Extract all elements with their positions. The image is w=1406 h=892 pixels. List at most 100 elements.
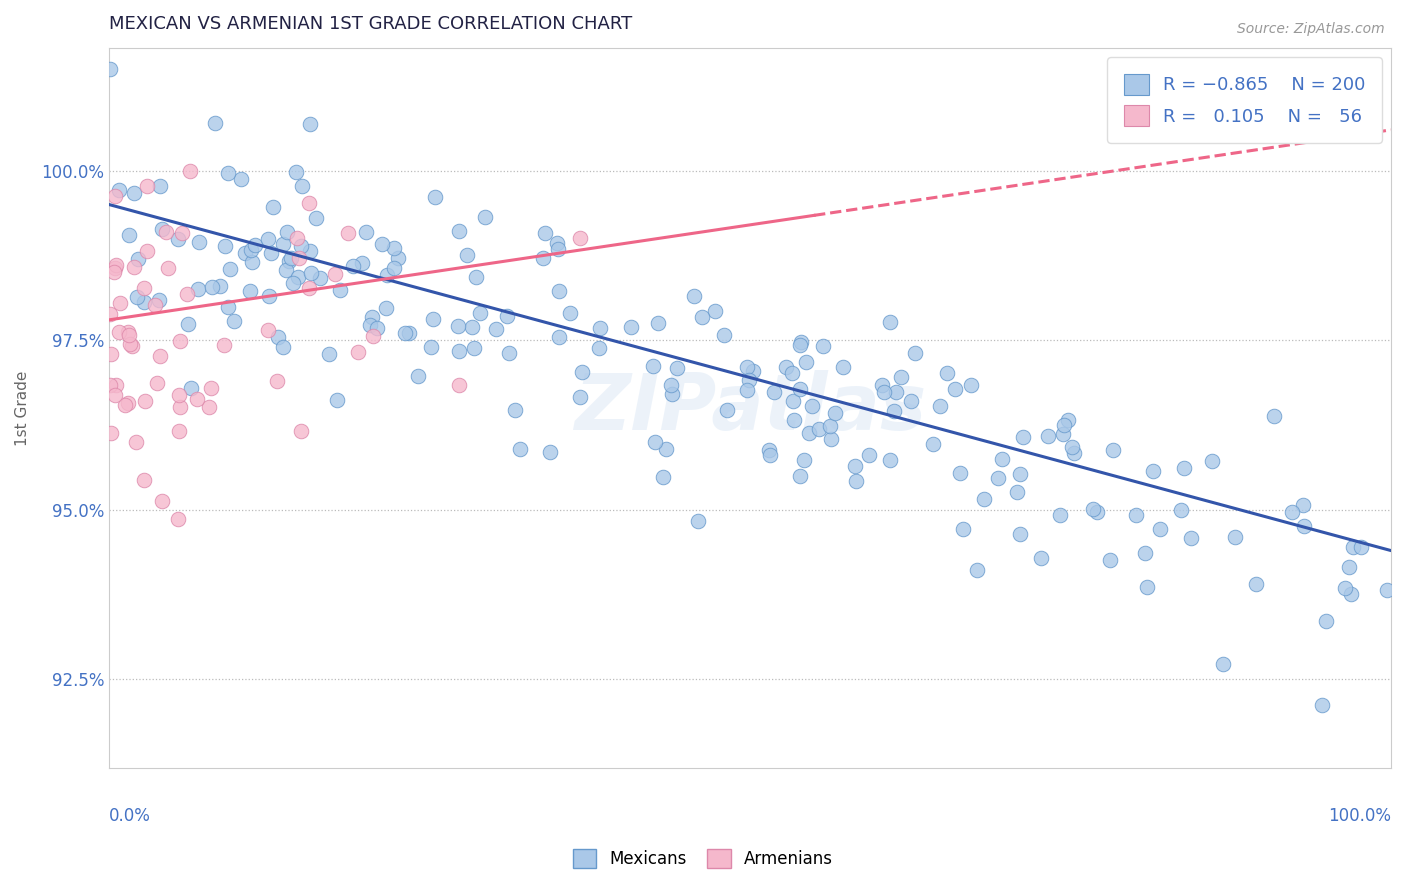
Point bbox=[531, 251, 554, 265]
Point bbox=[176, 286, 198, 301]
Point bbox=[1312, 698, 1334, 712]
Text: ZIPatlas: ZIPatlas bbox=[574, 370, 927, 446]
Point bbox=[465, 269, 488, 284]
Point bbox=[571, 365, 593, 379]
Point bbox=[118, 337, 141, 351]
Point bbox=[1081, 502, 1104, 516]
Point bbox=[156, 261, 179, 276]
Point bbox=[1008, 526, 1031, 541]
Point bbox=[105, 378, 128, 392]
Point bbox=[218, 262, 240, 277]
Point bbox=[121, 339, 143, 353]
Point bbox=[468, 306, 491, 320]
Point bbox=[659, 378, 682, 392]
Point bbox=[558, 306, 581, 320]
Point bbox=[789, 469, 811, 483]
Point bbox=[1180, 531, 1202, 545]
Point bbox=[290, 239, 312, 253]
Point bbox=[217, 300, 239, 314]
Point bbox=[146, 376, 169, 390]
Point bbox=[1212, 657, 1234, 672]
Point bbox=[1056, 413, 1078, 427]
Point bbox=[422, 311, 444, 326]
Point bbox=[118, 328, 141, 343]
Point bbox=[883, 404, 905, 418]
Point bbox=[169, 401, 191, 415]
Point bbox=[134, 393, 156, 408]
Point bbox=[363, 329, 385, 343]
Point bbox=[117, 325, 139, 339]
Point bbox=[738, 374, 761, 388]
Point bbox=[245, 238, 267, 252]
Point bbox=[716, 402, 738, 417]
Point bbox=[100, 426, 122, 441]
Point bbox=[291, 178, 314, 193]
Point bbox=[655, 442, 678, 456]
Point bbox=[789, 382, 811, 396]
Point bbox=[104, 387, 127, 401]
Point bbox=[108, 296, 131, 310]
Point bbox=[201, 279, 224, 293]
Point bbox=[588, 341, 610, 355]
Point bbox=[298, 281, 321, 295]
Point bbox=[114, 398, 136, 412]
Point bbox=[807, 422, 830, 436]
Point bbox=[217, 165, 239, 179]
Point bbox=[1315, 615, 1337, 629]
Point bbox=[1049, 508, 1071, 523]
Point bbox=[155, 226, 177, 240]
Point bbox=[274, 263, 297, 277]
Point bbox=[350, 256, 373, 270]
Point bbox=[886, 384, 908, 399]
Point bbox=[503, 402, 526, 417]
Point bbox=[375, 268, 398, 283]
Point bbox=[461, 320, 484, 334]
Point bbox=[991, 452, 1014, 467]
Point bbox=[143, 298, 166, 312]
Point bbox=[1052, 418, 1074, 433]
Point bbox=[366, 321, 388, 335]
Point bbox=[1036, 428, 1059, 442]
Text: 0.0%: 0.0% bbox=[110, 807, 150, 825]
Point bbox=[688, 514, 710, 528]
Point bbox=[1334, 582, 1357, 596]
Point bbox=[98, 377, 121, 392]
Point bbox=[1281, 505, 1303, 519]
Point bbox=[1010, 467, 1032, 481]
Point bbox=[425, 190, 447, 204]
Point bbox=[783, 412, 806, 426]
Point bbox=[794, 355, 817, 369]
Point bbox=[287, 270, 309, 285]
Point bbox=[1244, 577, 1267, 591]
Point bbox=[495, 310, 517, 324]
Point bbox=[811, 339, 834, 353]
Point bbox=[188, 235, 211, 249]
Point bbox=[533, 226, 555, 240]
Point bbox=[960, 377, 983, 392]
Point bbox=[789, 338, 811, 352]
Point bbox=[134, 294, 156, 309]
Point bbox=[547, 284, 569, 298]
Point bbox=[1173, 460, 1195, 475]
Point bbox=[652, 470, 675, 484]
Point bbox=[117, 396, 139, 410]
Point bbox=[498, 345, 520, 359]
Point bbox=[1135, 546, 1157, 560]
Legend: R = −0.865    N = 200, R =   0.105    N =   56: R = −0.865 N = 200, R = 0.105 N = 56 bbox=[1108, 57, 1382, 143]
Point bbox=[1063, 446, 1085, 460]
Point bbox=[229, 172, 252, 186]
Point bbox=[665, 361, 688, 376]
Point bbox=[1125, 508, 1147, 523]
Text: 100.0%: 100.0% bbox=[1329, 807, 1391, 825]
Point bbox=[103, 265, 125, 279]
Point bbox=[879, 315, 901, 329]
Point bbox=[100, 347, 122, 361]
Point bbox=[446, 318, 468, 333]
Point bbox=[167, 232, 190, 246]
Point bbox=[382, 260, 405, 275]
Point bbox=[347, 345, 370, 359]
Point bbox=[1085, 505, 1108, 519]
Point bbox=[239, 285, 262, 299]
Point bbox=[1340, 587, 1362, 601]
Point bbox=[922, 437, 945, 451]
